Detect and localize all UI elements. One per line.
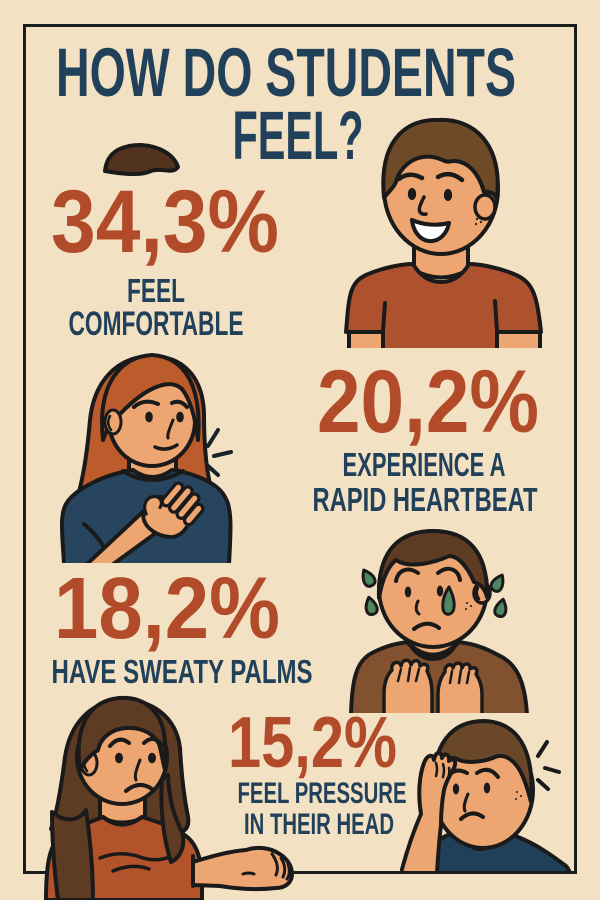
- svg-text:IN THEIR HEAD: IN THEIR HEAD: [244, 808, 394, 841]
- svg-text:FEEL PRESSURE: FEEL PRESSURE: [238, 777, 407, 810]
- svg-text:RAPID HEARTBEAT: RAPID HEARTBEAT: [313, 481, 538, 518]
- svg-text:HOW DO STUDENTS: HOW DO STUDENTS: [56, 34, 516, 111]
- svg-text:18,2%: 18,2%: [54, 560, 280, 657]
- svg-text:COMFORTABLE: COMFORTABLE: [69, 305, 244, 343]
- svg-text:EXPERIENCE A: EXPERIENCE A: [343, 446, 506, 483]
- svg-text:34,3%: 34,3%: [51, 171, 279, 271]
- svg-text:FEEL: FEEL: [127, 272, 185, 309]
- svg-text:15,2%: 15,2%: [228, 703, 397, 783]
- svg-text:HAVE SWEATY PALMS: HAVE SWEATY PALMS: [52, 653, 313, 690]
- svg-text:FEEL?: FEEL?: [233, 97, 364, 174]
- svg-text:20,2%: 20,2%: [317, 351, 539, 451]
